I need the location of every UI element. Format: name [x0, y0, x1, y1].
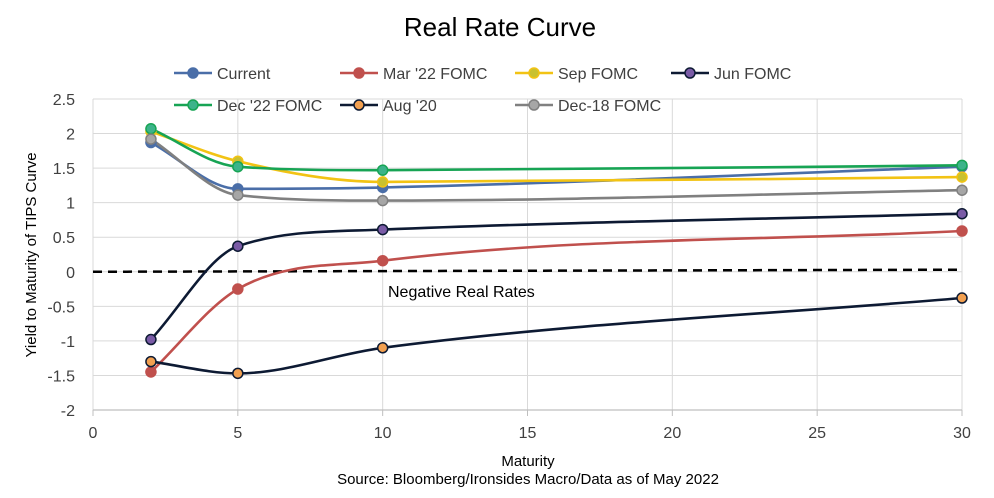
chart-title: Real Rate Curve	[404, 12, 596, 42]
data-point-mar-22-fomc	[145, 366, 157, 378]
data-point-jun-fomc	[376, 223, 389, 236]
data-point-dec-18-fomc	[376, 194, 389, 207]
series-line-jun-fomc	[149, 212, 964, 341]
data-point-mar-22-fomc	[376, 254, 389, 267]
data-point-aug-20	[376, 342, 389, 354]
data-point-dec-18-fomc	[145, 133, 157, 145]
data-point-mar-22-fomc	[956, 225, 968, 237]
legend-item-current: Current	[174, 66, 271, 83]
legend-swatch-marker	[353, 67, 365, 79]
data-point-dec-22-fomc	[232, 160, 244, 173]
data-point-dec-18-fomc	[232, 189, 244, 201]
y-tick-label: -1	[61, 334, 75, 351]
legend-label: Mar '22 FOMC	[383, 66, 487, 83]
legend-swatch-marker	[528, 67, 540, 79]
legend-item-jun-fomc: Jun FOMC	[671, 66, 791, 83]
legend-label: Sep FOMC	[558, 66, 638, 83]
series-line-aug-20	[149, 296, 964, 375]
zero-line-group	[92, 268, 963, 274]
zero-dashed-line	[92, 268, 963, 274]
data-point-mar-22-fomc	[232, 283, 244, 295]
legend-label: Aug '20	[383, 98, 437, 115]
y-tick-label: -2	[61, 403, 75, 420]
y-axis-label: Yield to Maturity of TIPS Curve	[23, 152, 40, 357]
y-tick-label: -1.5	[47, 368, 75, 385]
data-point-jun-fomc	[232, 240, 244, 252]
data-point-dec-18-fomc	[956, 184, 968, 196]
x-tick-label: 30	[953, 425, 971, 442]
y-tick-label: -0.5	[47, 299, 75, 316]
legend-item-mar-22-fomc: Mar '22 FOMC	[340, 66, 487, 83]
y-tick-label: 1.5	[53, 161, 75, 178]
y-tick-label: 0.5	[53, 230, 75, 247]
source-note: Source: Bloomberg/Ironsides Macro/Data a…	[337, 471, 719, 488]
gridlines	[92, 98, 963, 411]
x-tick-label: 0	[89, 425, 98, 442]
y-tick-label: 1	[66, 196, 75, 213]
legend-swatch-marker	[684, 67, 696, 79]
y-tick-label: 2.5	[53, 92, 75, 109]
x-tick-label: 25	[808, 425, 826, 442]
x-tick-label: 20	[663, 425, 681, 442]
legend-swatch-marker	[187, 67, 199, 79]
legend-swatch-marker	[528, 99, 540, 111]
series-line-dec-22-fomc	[149, 127, 964, 172]
y-tick-label: 2	[66, 127, 75, 144]
data-point-aug-20	[145, 355, 157, 368]
data-point-sep-fomc	[956, 171, 968, 183]
legend-label: Current	[217, 66, 271, 83]
negative-real-rates-annotation: Negative Real Rates	[388, 284, 535, 301]
legend-swatch-marker	[353, 99, 365, 111]
series-line-mar-22-fomc	[149, 229, 964, 374]
series-line-sep-fomc	[149, 130, 964, 184]
legend-label: Dec '22 FOMC	[217, 98, 322, 115]
data-point-jun-fomc	[956, 207, 968, 220]
x-axis-label: Maturity	[501, 453, 555, 470]
x-tick-label: 5	[233, 425, 242, 442]
legend-label: Dec-18 FOMC	[558, 98, 661, 115]
series-lines	[149, 127, 964, 375]
x-tick-label: 10	[374, 425, 392, 442]
data-point-jun-fomc	[145, 333, 157, 346]
y-tick-label: 0	[66, 265, 75, 282]
legend-item-sep-fomc: Sep FOMC	[515, 66, 638, 83]
legend: Current Mar '22 FOMC Sep FOMC Jun FOMC Dec '…	[174, 66, 791, 115]
legend-swatch-marker	[187, 99, 199, 111]
data-point-dec-22-fomc	[145, 122, 157, 135]
data-point-dec-22-fomc	[956, 159, 968, 172]
axes: -2 -1.5 -1 -0.5 0 0.5 1 1.5 2 2.5 0 5 10 15 20 25 30	[47, 92, 971, 442]
legend-item-dec-22-fomc: Dec '22 FOMC	[174, 98, 322, 115]
legend-item-aug-20: Aug '20	[340, 98, 437, 115]
data-point-sep-fomc	[376, 176, 389, 188]
series-markers	[145, 122, 968, 380]
data-point-aug-20	[956, 292, 968, 304]
data-point-dec-22-fomc	[376, 164, 389, 176]
legend-label: Jun FOMC	[714, 66, 791, 83]
x-tick-label: 15	[519, 425, 537, 442]
data-point-aug-20	[232, 367, 244, 380]
legend-item-dec-18-fomc: Dec-18 FOMC	[515, 98, 661, 115]
